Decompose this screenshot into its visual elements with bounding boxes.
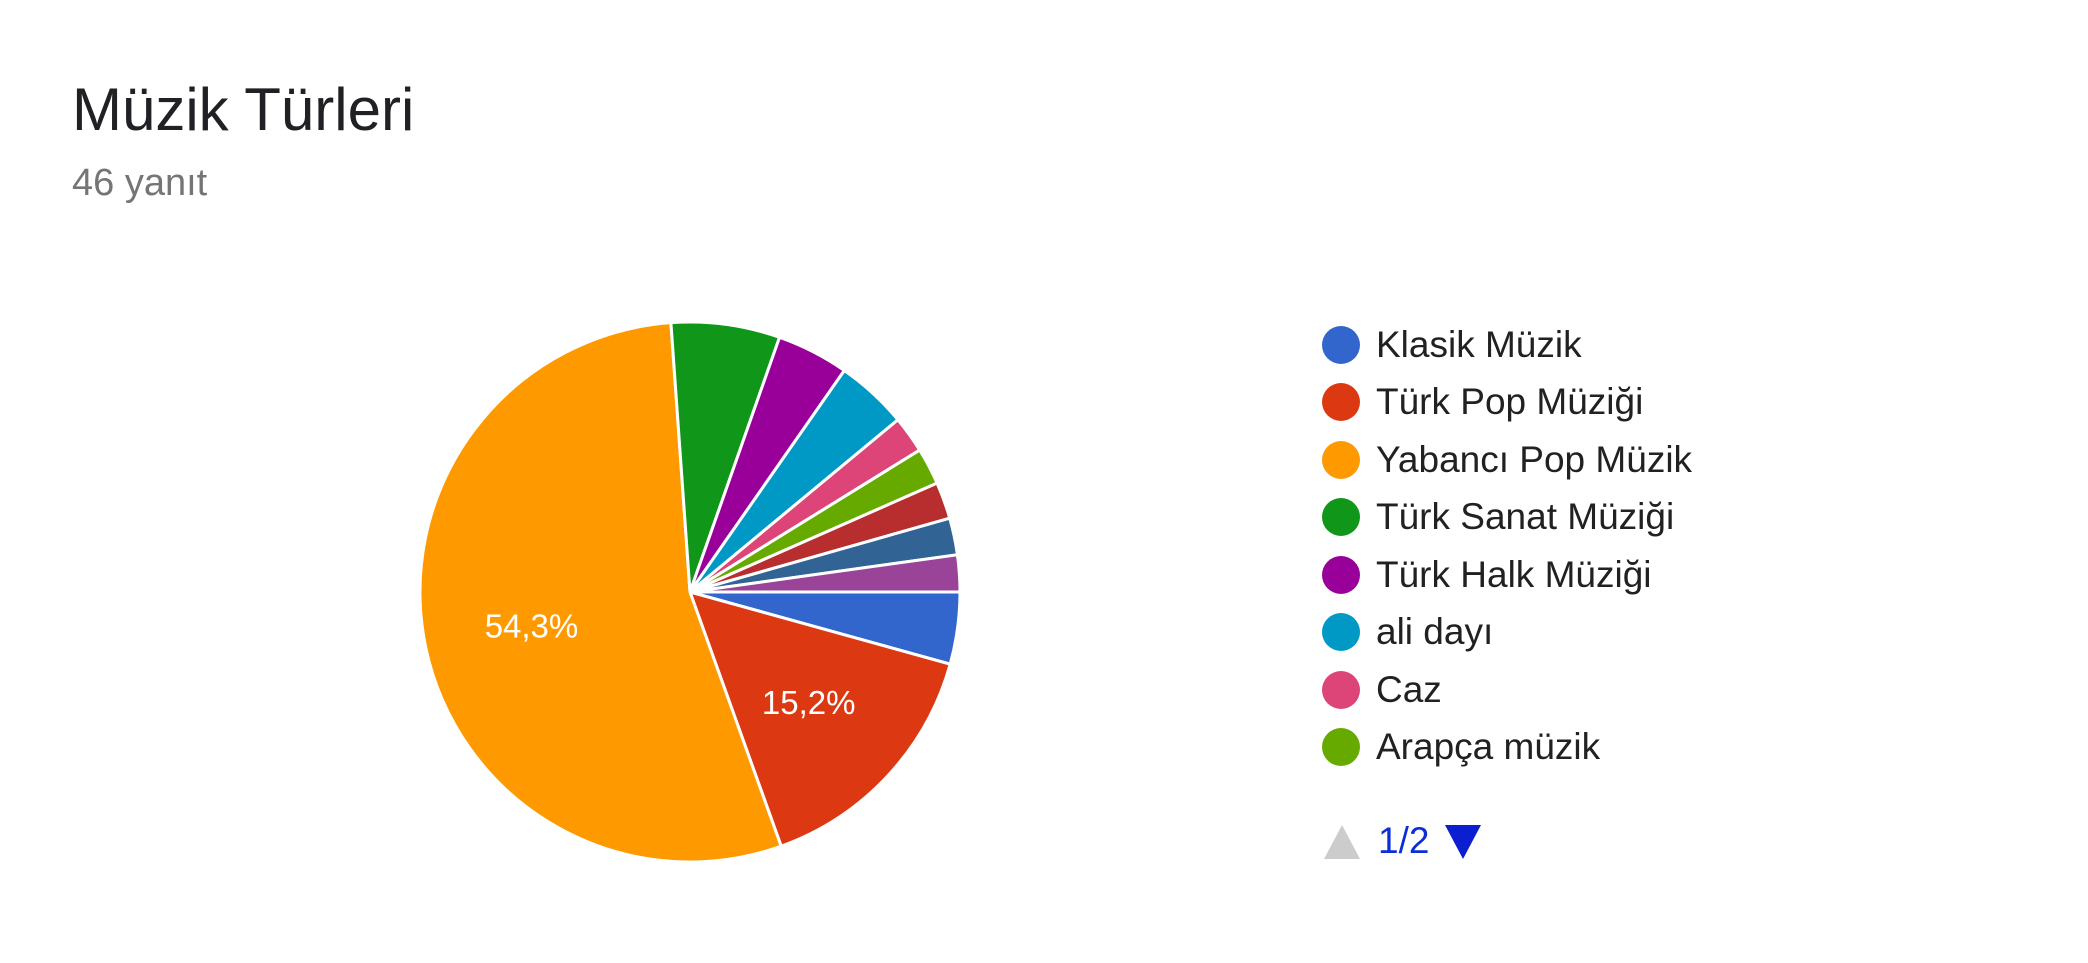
legend-swatch-icon: [1322, 383, 1360, 422]
legend-item[interactable]: Türk Halk Müziği: [1322, 546, 1692, 604]
legend-item[interactable]: Arapça müzik: [1322, 719, 1692, 777]
page-up-icon[interactable]: [1322, 821, 1362, 861]
legend-label: ali dayı: [1376, 611, 1494, 653]
legend-pager: 1/2: [1322, 820, 1483, 862]
pie-slice-3[interactable]: [669, 320, 782, 593]
legend-label: Klasik Müzik: [1376, 323, 1582, 365]
legend-item[interactable]: Türk Sanat Müziği: [1322, 489, 1692, 547]
legend-swatch-icon: [1322, 325, 1360, 364]
legend-item[interactable]: Yabancı Pop Müzik: [1322, 431, 1692, 489]
pie-slice-2[interactable]: [418, 321, 784, 864]
legend-label: Türk Sanat Müziği: [1376, 496, 1675, 538]
pie-slice-1[interactable]: [687, 589, 953, 849]
legend-swatch-icon: [1322, 670, 1360, 709]
legend-swatch-icon: [1322, 728, 1360, 767]
chart-title: Müzik Türleri: [72, 76, 415, 143]
response-count: 46 yanıt: [72, 162, 208, 204]
legend-item[interactable]: Caz: [1322, 661, 1692, 719]
legend-label: Türk Pop Müziği: [1376, 381, 1644, 423]
legend-swatch-icon: [1322, 440, 1360, 479]
legend-swatch-icon: [1322, 555, 1360, 594]
legend-label: Caz: [1376, 668, 1442, 710]
slice-label-2: 54,3%: [485, 607, 579, 644]
page-indicator: 1/2: [1378, 820, 1430, 861]
legend-swatch-icon: [1322, 498, 1360, 537]
slice-label-1: 15,2%: [762, 684, 856, 721]
pie-slice-10[interactable]: [689, 553, 962, 594]
legend-swatch-icon: [1322, 613, 1360, 652]
legend-label: Yabancı Pop Müzik: [1376, 438, 1693, 480]
chart-legend: Klasik Müzik Türk Pop Müziği Yabancı Pop M…: [1322, 316, 1692, 776]
legend-item[interactable]: Klasik Müzik: [1322, 316, 1692, 374]
legend-label: Arapça müzik: [1376, 726, 1601, 768]
page-down-icon[interactable]: [1443, 821, 1483, 861]
legend-label: Türk Halk Müziği: [1376, 553, 1652, 595]
legend-item[interactable]: ali dayı: [1322, 604, 1692, 662]
legend-item[interactable]: Türk Pop Müziği: [1322, 374, 1692, 432]
